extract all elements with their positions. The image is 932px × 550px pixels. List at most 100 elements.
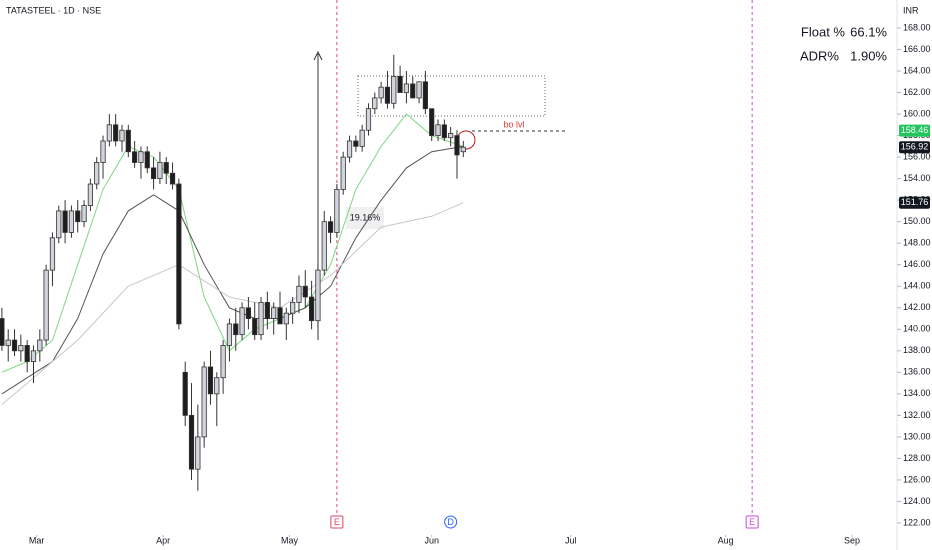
candle-body (0, 318, 5, 346)
event-label: E (749, 517, 755, 527)
candle-body (81, 205, 87, 223)
candle-body (106, 124, 112, 142)
y-tick-label: 156.00 (903, 151, 931, 161)
candle-body (188, 414, 195, 470)
event-label: D (447, 517, 454, 527)
y-tick-label: 140.00 (903, 324, 931, 334)
price-label-bg (899, 124, 930, 137)
candle-body (43, 269, 49, 341)
y-tick-label: 146.00 (903, 259, 931, 269)
candle-body (283, 312, 289, 325)
candle-body (157, 162, 163, 180)
level-label: bo lvl (503, 119, 524, 129)
y-tick-label: 144.00 (903, 281, 931, 291)
candle-body (441, 124, 447, 139)
indicator-line (1, 113, 464, 373)
currency: INR (903, 5, 919, 15)
candle-body (113, 124, 119, 142)
y-tick-label: 168.00 (903, 22, 931, 32)
candle-body (56, 210, 62, 239)
candle-body (182, 371, 188, 416)
candle-body (397, 76, 403, 93)
candle-body (403, 83, 410, 93)
candle-body (49, 237, 56, 271)
candle-body (239, 307, 245, 336)
candle-body (132, 151, 138, 163)
y-tick-label: 164.00 (903, 65, 931, 75)
y-tick-label: 138.00 (903, 345, 931, 355)
y-tick-label: 142.00 (903, 302, 931, 312)
candle-body (18, 345, 24, 352)
price-label: 151.76 (901, 197, 929, 207)
candle-body (207, 366, 214, 395)
candle-body (201, 366, 207, 438)
candle-body (460, 146, 466, 153)
y-tick-label: 162.00 (903, 87, 931, 97)
price-label-bg (899, 141, 930, 154)
candle-body (252, 318, 258, 336)
candle-body (100, 140, 106, 163)
candle-body (195, 436, 201, 470)
candle-body (346, 140, 353, 158)
stat-label: ADR% (800, 48, 839, 63)
candle-body (150, 167, 157, 180)
candle-body (264, 301, 270, 319)
candle-body (410, 83, 416, 99)
candle-body (233, 323, 239, 336)
candle-body (271, 307, 277, 319)
candle-body (37, 339, 43, 352)
candle-body (378, 86, 384, 99)
candle-body (422, 81, 428, 110)
candle-body (416, 81, 422, 99)
candle-body (302, 285, 308, 298)
price-label: 156.92 (901, 142, 929, 152)
stat-label: Float % (801, 24, 846, 39)
y-tick-label: 160.00 (903, 108, 931, 118)
candle-body (119, 129, 125, 142)
x-tick-label: Jun (424, 535, 439, 545)
indicator-line (1, 145, 464, 395)
candle-body (454, 135, 460, 156)
candle-body (309, 296, 315, 322)
candle-body (353, 140, 359, 147)
candle-body (340, 156, 346, 190)
y-tick-label: 122.00 (903, 517, 931, 527)
candle-body (24, 345, 30, 362)
candle-body (226, 323, 233, 346)
y-tick-label: 130.00 (903, 431, 931, 441)
candle-body (138, 151, 144, 163)
candle-body (125, 129, 131, 153)
x-tick-label: Apr (156, 535, 170, 545)
event-marker (330, 515, 344, 529)
x-tick-label: Sep (844, 535, 860, 545)
stat-value: 66.1% (850, 24, 887, 39)
x-tick-label: Aug (718, 535, 734, 545)
candle-body (94, 162, 100, 185)
annotation-box (346, 207, 384, 229)
chart-title: TATASTEEL · 1D · NSE (6, 5, 101, 15)
candle-body (429, 108, 435, 136)
event-label: E (334, 517, 340, 527)
y-tick-label: 136.00 (903, 367, 931, 377)
candle-body (163, 162, 169, 174)
y-tick-label: 128.00 (903, 453, 931, 463)
candle-body (87, 183, 93, 206)
arrow-head (313, 50, 323, 61)
candle-body (448, 133, 454, 139)
candle-body (68, 210, 75, 233)
y-tick-label: 154.00 (903, 173, 931, 183)
candle-body (321, 221, 327, 271)
move-label: 19.16% (350, 212, 381, 222)
y-tick-label: 166.00 (903, 44, 931, 54)
candle-body (62, 210, 68, 233)
candle-body (75, 210, 81, 223)
candle-body (30, 350, 37, 362)
candle-body (220, 345, 226, 379)
candle-body (315, 269, 321, 322)
price-label-bg (899, 196, 930, 209)
candle-body (391, 76, 397, 104)
candle-body (365, 108, 372, 131)
highlight-circle (456, 130, 476, 150)
